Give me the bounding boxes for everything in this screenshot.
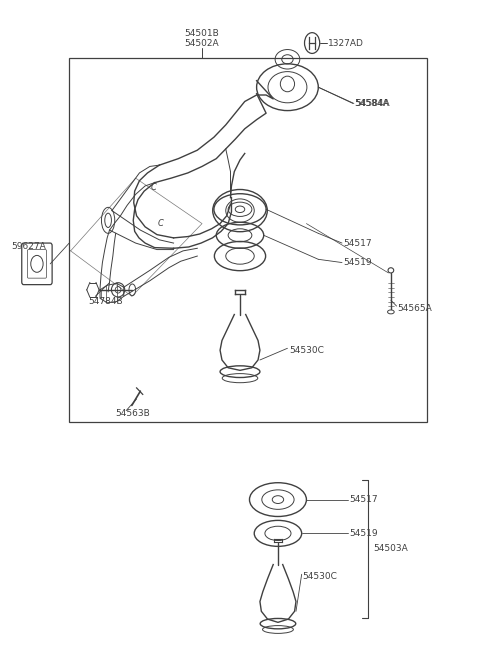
Text: 59627A: 59627A — [12, 242, 46, 251]
Text: 54563B: 54563B — [116, 409, 150, 418]
Text: 54565A: 54565A — [397, 303, 432, 312]
Text: 54584A: 54584A — [355, 99, 389, 108]
Text: 54503A: 54503A — [373, 544, 408, 553]
Text: C: C — [157, 219, 163, 228]
Text: 54517: 54517 — [349, 495, 378, 504]
Text: 54784B: 54784B — [88, 297, 123, 306]
Text: 54501B: 54501B — [185, 29, 219, 39]
Text: 54519: 54519 — [343, 258, 372, 267]
Text: 1327AD: 1327AD — [328, 39, 364, 48]
Text: C: C — [151, 183, 156, 193]
Text: 54530C: 54530C — [302, 572, 337, 582]
Text: 54517: 54517 — [343, 238, 372, 248]
Text: 54519: 54519 — [349, 529, 378, 538]
Text: 54502A: 54502A — [185, 39, 219, 48]
Text: 54584A: 54584A — [354, 99, 388, 108]
Text: 54530C: 54530C — [289, 346, 324, 356]
Bar — [69, 58, 427, 422]
